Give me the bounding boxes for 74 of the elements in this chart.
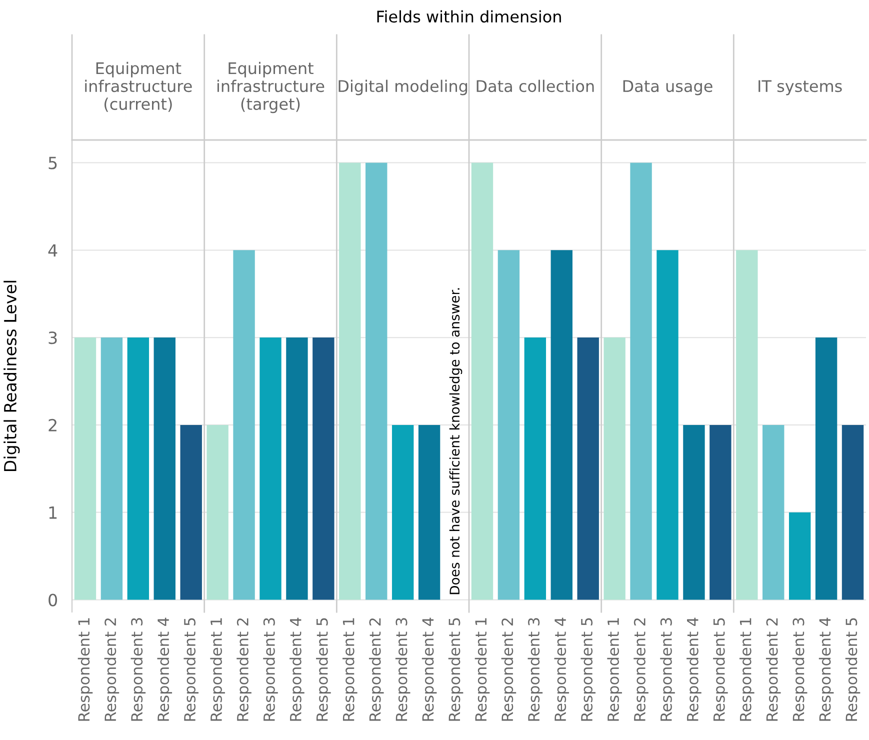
- x-tick-label: Respondent 1: [474, 618, 490, 721]
- bar: [815, 338, 838, 600]
- bar: [366, 162, 388, 600]
- bar: [842, 424, 864, 600]
- text: Equipment infrastructure (current): [85, 62, 192, 112]
- bar: [260, 338, 282, 600]
- x-tick-label: Respondent 3: [528, 618, 543, 721]
- text: Data collection: [476, 80, 594, 92]
- bar: [550, 250, 572, 600]
- x-tick-label: Respondent 2: [236, 618, 252, 721]
- x-tick-label: Respondent 4: [554, 618, 570, 721]
- text: IT systems: [758, 80, 842, 96]
- bar: [127, 338, 150, 600]
- bar: [762, 424, 784, 600]
- x-tick-label: Respondent 1: [740, 618, 754, 721]
- x-tick-label: Respondent 3: [660, 618, 675, 721]
- text: Digital modeling: [338, 80, 468, 96]
- bar: [339, 162, 361, 600]
- bar: [180, 424, 202, 600]
- x-tick-label: Respondent 1: [342, 618, 358, 721]
- bar: [710, 424, 732, 600]
- bar: [577, 338, 599, 600]
- y-axis-title: Digital Readiness Level: [4, 280, 20, 472]
- x-tick-label: Respondent 4: [686, 618, 702, 721]
- x-tick-label: Respondent 2: [634, 618, 648, 721]
- bar: [471, 162, 494, 600]
- bar: [74, 338, 96, 600]
- bar: [392, 424, 414, 600]
- bar: [286, 338, 308, 600]
- bar: [498, 250, 520, 600]
- x-tick-label: Respondent 5: [316, 618, 331, 721]
- bar: [312, 338, 334, 600]
- x-tick-label: Respondent 5: [845, 618, 860, 721]
- y-tick-label: 2: [48, 418, 56, 432]
- x-tick-label: Respondent 4: [290, 618, 304, 721]
- y-tick-label: 1: [49, 506, 57, 519]
- y-tick-label: 3: [48, 332, 57, 344]
- x-tick-label: Respondent 3: [792, 618, 808, 721]
- bar: [736, 250, 758, 600]
- x-tick-label: Respondent 1: [78, 618, 93, 721]
- x-tick-label: Respondent 1: [210, 618, 225, 721]
- text: Equipment infrastructure (target): [218, 62, 324, 114]
- x-tick-label: Respondent 5: [184, 618, 198, 721]
- x-tick-label: Respondent 4: [818, 618, 834, 721]
- bar: [683, 424, 705, 600]
- x-tick-label: Respondent 5: [580, 618, 596, 721]
- y-tick-label: 0: [48, 594, 58, 606]
- x-tick-label: Respondent 5: [448, 618, 464, 721]
- x-tick-label: Respondent 2: [766, 618, 781, 721]
- bar: [788, 512, 811, 600]
- x-tick-label: Respondent 3: [263, 618, 278, 721]
- y-tick-label: 4: [48, 244, 58, 256]
- x-tick-label: Respondent 3: [395, 618, 410, 721]
- x-tick-label: Respondent 4: [422, 618, 437, 721]
- x-tick-label: Respondent 2: [501, 618, 516, 721]
- chart-title: Fields within dimension: [377, 10, 561, 23]
- bar: [100, 338, 123, 600]
- text: Data usage: [623, 80, 712, 96]
- bar: [524, 338, 546, 600]
- annotation: Does not have sufficient knowledge to answer.: [449, 288, 462, 594]
- bar: [630, 162, 652, 600]
- bar: [233, 250, 255, 600]
- bar: [604, 338, 626, 600]
- bar: [154, 338, 176, 600]
- bar: [418, 424, 440, 600]
- bar: [656, 250, 678, 600]
- x-tick-label: Respondent 2: [104, 618, 120, 721]
- x-tick-label: Respondent 5: [713, 618, 728, 721]
- x-tick-label: Respondent 1: [607, 618, 622, 721]
- x-tick-label: Respondent 2: [368, 618, 384, 721]
- bar: [206, 424, 228, 600]
- x-tick-label: Respondent 4: [157, 618, 172, 721]
- y-tick-label: 5: [48, 156, 57, 170]
- x-tick-label: Respondent 3: [130, 618, 146, 721]
